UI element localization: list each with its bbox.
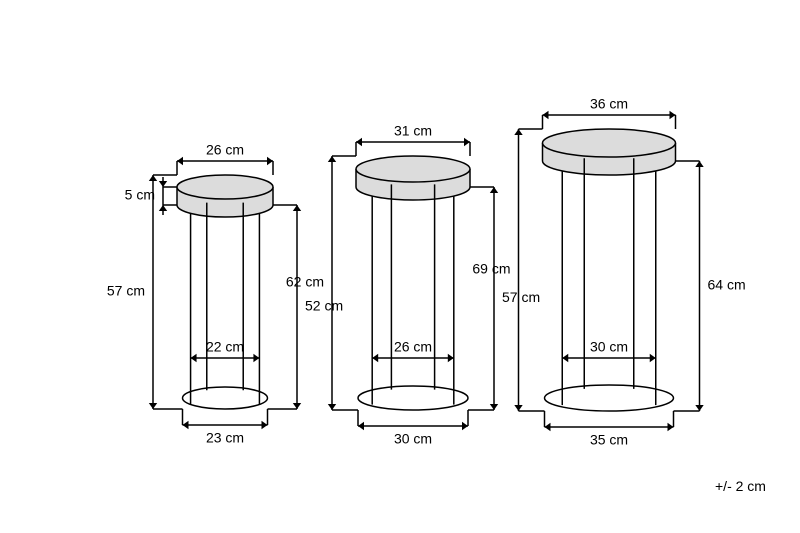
svg-text:57 cm: 57 cm: [107, 283, 145, 299]
svg-text:30 cm: 30 cm: [394, 431, 432, 447]
svg-text:30 cm: 30 cm: [590, 339, 628, 355]
svg-text:35 cm: 35 cm: [590, 432, 628, 448]
svg-text:64 cm: 64 cm: [708, 277, 746, 293]
svg-text:26 cm: 26 cm: [206, 142, 244, 158]
svg-text:69 cm: 69 cm: [472, 261, 510, 277]
svg-text:5 cm: 5 cm: [125, 187, 155, 203]
svg-text:62 cm: 62 cm: [286, 274, 324, 290]
svg-text:26 cm: 26 cm: [394, 339, 432, 355]
table-0: 26 cm 5 cm 57 cm 52 cm 22 cm 23 cm: [107, 142, 343, 446]
svg-text:31 cm: 31 cm: [394, 123, 432, 139]
table-2: 36 cm 69 cm 64 cm 30 cm 35 cm: [472, 96, 745, 448]
svg-text:57 cm: 57 cm: [502, 289, 540, 305]
dimension-diagram: 26 cm 5 cm 57 cm 52 cm 22 cm 23 cm 31 cm 62 cm 5…: [0, 0, 800, 533]
svg-text:36 cm: 36 cm: [590, 96, 628, 112]
svg-text:22 cm: 22 cm: [206, 339, 244, 355]
svg-text:23 cm: 23 cm: [206, 430, 244, 446]
svg-text:52 cm: 52 cm: [305, 298, 343, 314]
tolerance-note: +/- 2 cm: [715, 478, 766, 494]
table-1: 31 cm 62 cm 57 cm 26 cm 30 cm: [286, 123, 540, 447]
